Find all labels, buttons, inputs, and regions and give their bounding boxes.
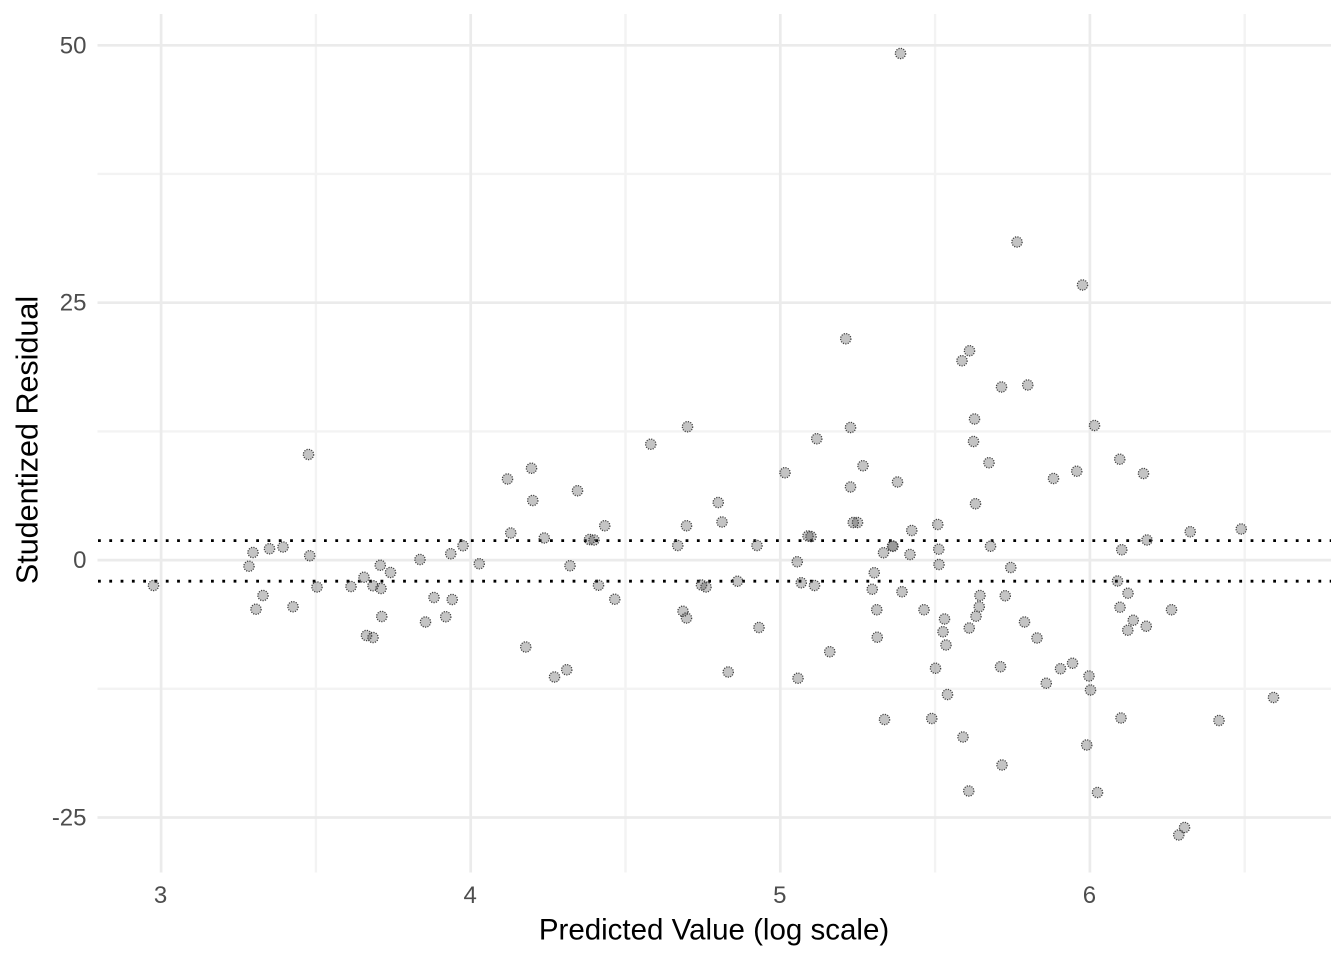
- svg-text:0: 0: [73, 547, 86, 574]
- svg-text:Studentized Residual: Studentized Residual: [11, 296, 45, 584]
- svg-text:Predicted Value (log scale): Predicted Value (log scale): [539, 914, 889, 947]
- svg-text:5: 5: [773, 882, 786, 909]
- svg-text:3: 3: [154, 882, 167, 909]
- svg-text:25: 25: [60, 290, 87, 317]
- svg-text:-25: -25: [52, 805, 87, 832]
- svg-text:50: 50: [60, 32, 87, 59]
- svg-text:6: 6: [1083, 882, 1096, 909]
- svg-text:4: 4: [464, 882, 477, 909]
